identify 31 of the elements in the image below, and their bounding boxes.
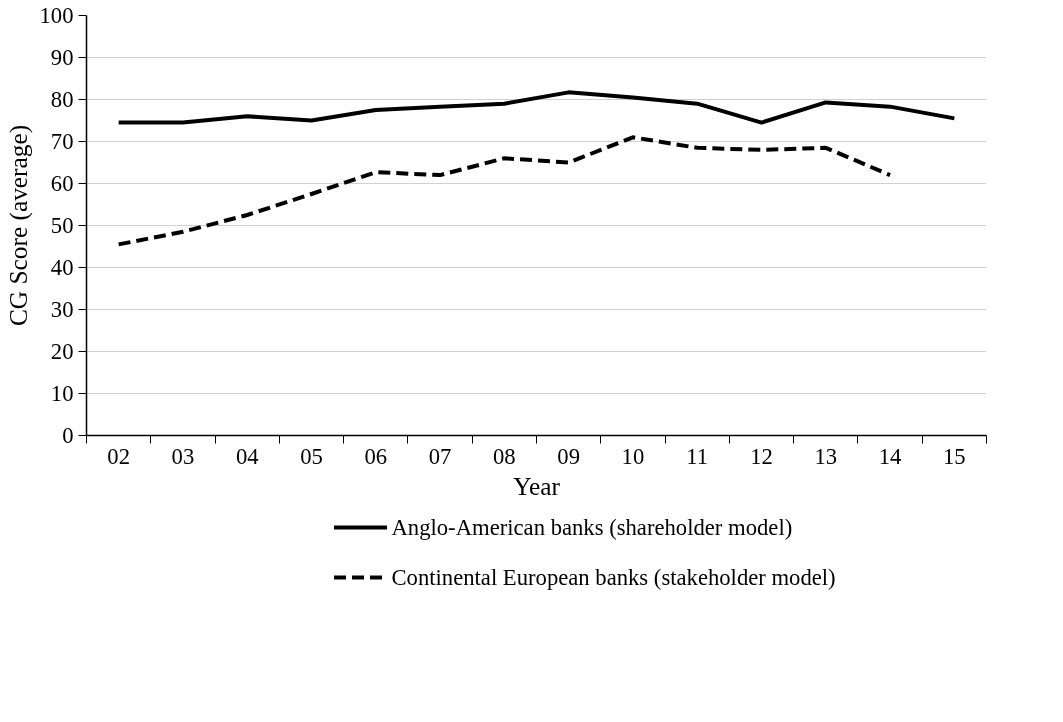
line-series <box>116 135 893 247</box>
x-tick-label: 07 <box>428 443 452 469</box>
y-tick-label: 0 <box>62 423 74 448</box>
x-tick-label: 02 <box>107 443 130 469</box>
y-tick-label: 60 <box>50 171 74 196</box>
y-tick-label: 10 <box>50 381 74 406</box>
x-tick-label: 08 <box>493 443 516 469</box>
y-tick-label: 90 <box>50 45 74 70</box>
x-tick-label: 10 <box>621 443 645 469</box>
x-tick-label: 06 <box>364 443 388 469</box>
x-tick-label: 13 <box>814 443 838 469</box>
y-tick-label: 30 <box>50 297 74 322</box>
x-tick-label: 03 <box>171 443 195 469</box>
x-tick-label: 14 <box>878 443 902 469</box>
legend-label: Continental European banks (stakeholder model) <box>391 565 836 590</box>
x-tick-label: 05 <box>300 443 323 469</box>
y-tick-label: 40 <box>50 255 74 280</box>
x-tick-label: 11 <box>686 443 709 469</box>
y-axis-title: CG Score (average) <box>3 124 33 327</box>
y-tick-label: 100 <box>39 3 74 28</box>
y-tick-label: 20 <box>50 339 74 364</box>
y-tick-label: 50 <box>50 213 74 238</box>
x-tick-label: 09 <box>557 443 580 469</box>
legend-label: Anglo-American banks (shareholder model) <box>391 515 793 540</box>
x-tick-label: 12 <box>750 443 773 469</box>
line-series <box>116 90 957 125</box>
x-axis-title: Year <box>513 471 561 500</box>
y-tick-label: 80 <box>50 87 74 112</box>
x-tick-label: 04 <box>235 443 259 469</box>
x-tick-label: 15 <box>943 443 966 469</box>
y-tick-label: 70 <box>50 129 74 154</box>
